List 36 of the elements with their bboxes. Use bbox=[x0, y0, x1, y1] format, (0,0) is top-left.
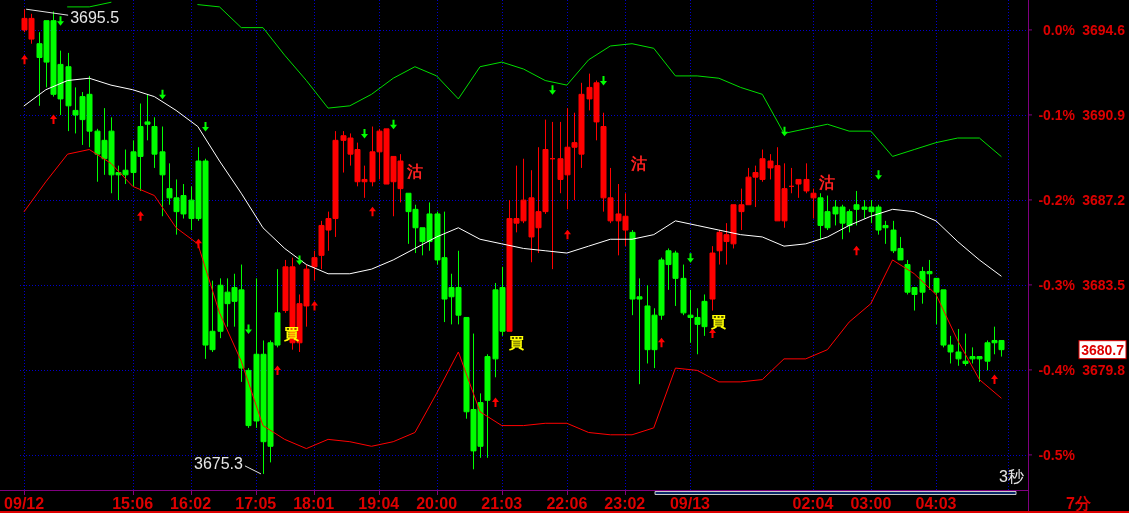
x-tick-label: 20:00 bbox=[416, 495, 458, 512]
annotation: 沽 bbox=[818, 174, 836, 192]
x-tick-label: 16:02 bbox=[170, 495, 212, 512]
y2-tick-label: -0.4% bbox=[1038, 361, 1076, 378]
annotation: 買 bbox=[283, 325, 300, 343]
x-tick-label: 15:06 bbox=[112, 495, 154, 512]
x-tick-label: 02:04 bbox=[792, 495, 834, 512]
y-tick-label: 3687.2 bbox=[1082, 192, 1126, 209]
x-tick-label: 18:01 bbox=[293, 495, 335, 512]
y2-tick-label: -0.3% bbox=[1038, 276, 1076, 293]
y2-tick-label: 0.0% bbox=[1043, 21, 1076, 38]
y-tick-label: 3690.9 bbox=[1082, 107, 1126, 124]
y2-tick-label: -0.1% bbox=[1038, 106, 1076, 123]
x-tick-label: 22:06 bbox=[546, 495, 588, 512]
y-tick-label: 3679.8 bbox=[1082, 362, 1126, 379]
annotation: 沽 bbox=[630, 154, 648, 172]
x-tick-label: 04:03 bbox=[915, 495, 957, 512]
annotation: 沽 bbox=[405, 163, 423, 181]
annotation: 3秒 bbox=[999, 467, 1024, 485]
x-tick-label: 03:00 bbox=[850, 495, 892, 512]
annotation: 3695.5 bbox=[70, 8, 120, 26]
annotation: 買 bbox=[710, 313, 727, 331]
x-tick-label: 17:05 bbox=[235, 495, 277, 512]
x-tick-label: 23:02 bbox=[604, 495, 646, 512]
text: 7分 bbox=[1066, 495, 1092, 512]
x-tick-label: 21:03 bbox=[481, 495, 523, 512]
x-tick-label: 09/13 bbox=[669, 495, 711, 512]
x-tick-label: 19:04 bbox=[358, 495, 400, 512]
x-tick-label: 09/12 bbox=[4, 495, 45, 512]
annotation: 3675.3 bbox=[194, 455, 244, 473]
annotation: 買 bbox=[507, 334, 524, 352]
y-tick-label: 3683.5 bbox=[1082, 277, 1126, 294]
text: 3680.7 bbox=[1081, 341, 1125, 358]
y-tick-label: 3694.6 bbox=[1082, 21, 1126, 38]
y2-tick-label: -0.2% bbox=[1038, 191, 1076, 208]
y2-tick-label: -0.5% bbox=[1038, 446, 1076, 463]
